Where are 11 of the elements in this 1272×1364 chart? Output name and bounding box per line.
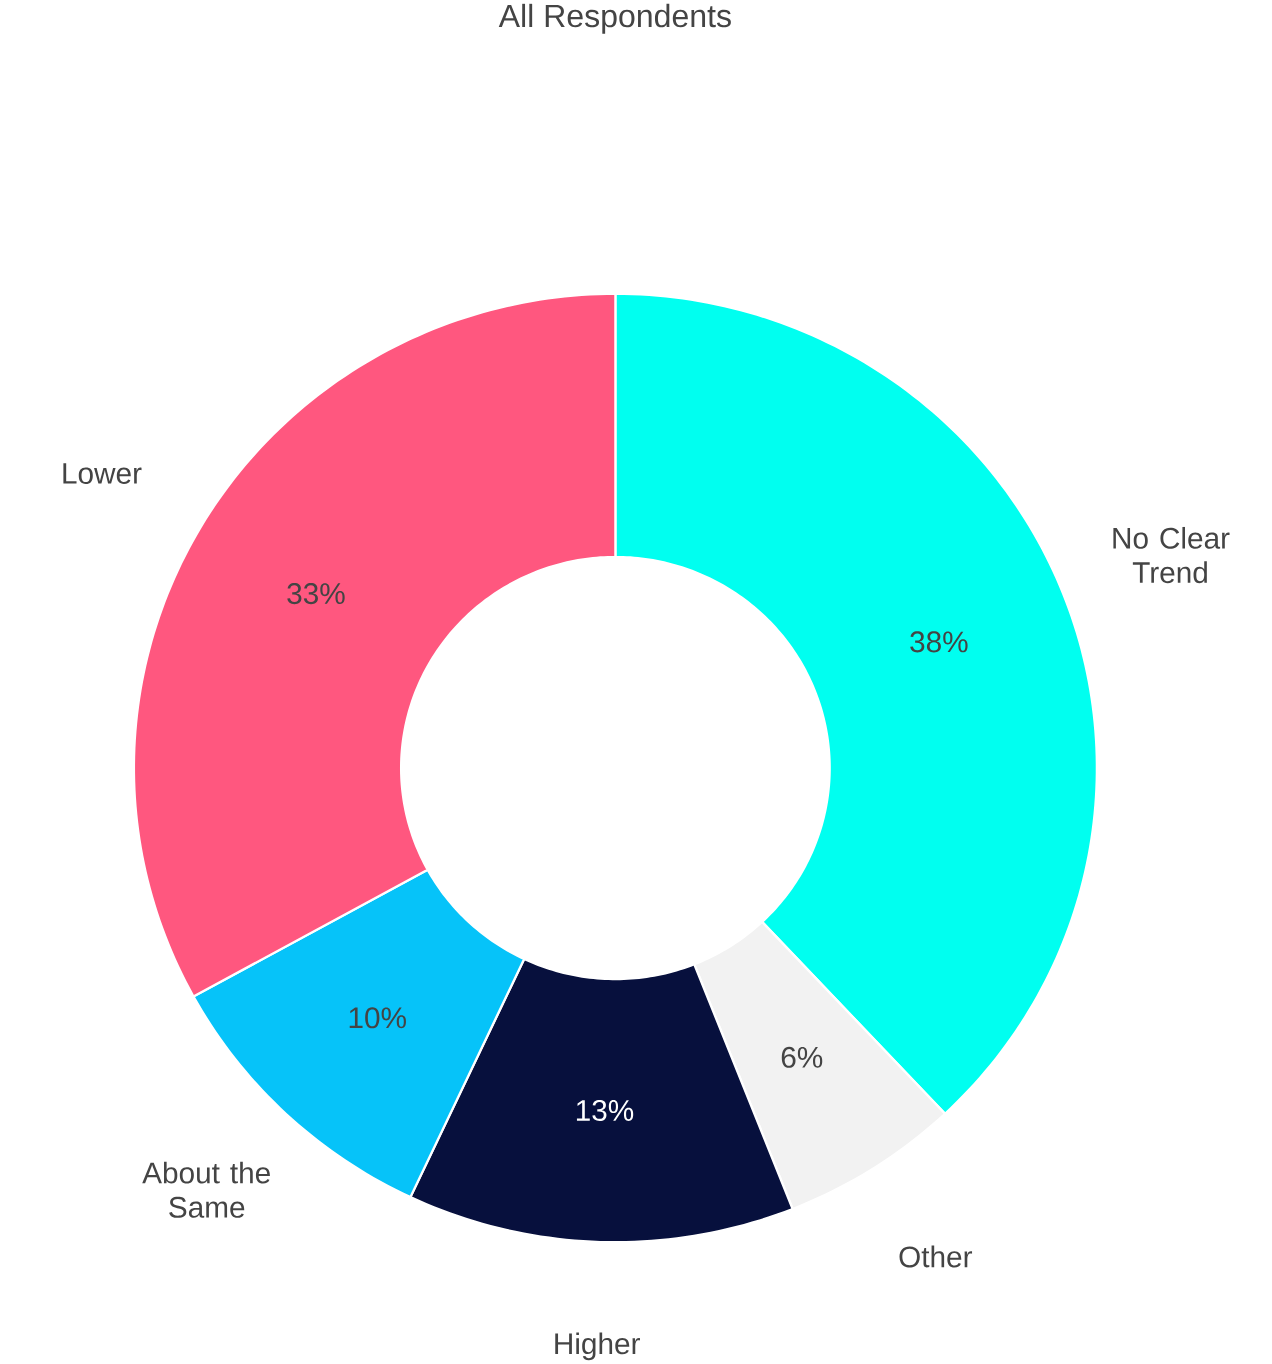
data-label: 38% <box>910 631 968 653</box>
data-label: 13% <box>576 1099 634 1121</box>
slice-label: Other <box>899 1245 973 1268</box>
slice-label: About the Same <box>142 1161 270 1218</box>
slice-label: Lower <box>63 463 142 484</box>
data-label: 10% <box>349 1007 406 1029</box>
data-label: 33% <box>287 583 345 605</box>
chart-title: All Respondents <box>498 3 731 34</box>
data-label: 6% <box>781 1046 823 1068</box>
slice-label: No Clear Trend <box>1113 526 1230 584</box>
slice-label: Higher <box>555 1332 640 1361</box>
